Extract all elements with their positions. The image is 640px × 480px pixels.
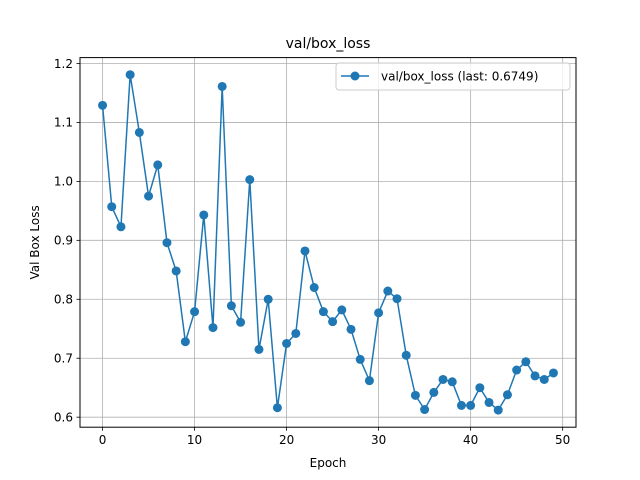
y-tick-label: 0.9 [54, 234, 73, 248]
data-point [364, 376, 374, 386]
data-point [208, 323, 218, 333]
data-point [254, 344, 264, 354]
series-layer [98, 70, 558, 415]
y-tick-label: 1.2 [54, 57, 73, 71]
x-tick-label: 40 [463, 433, 478, 447]
data-point [226, 301, 236, 311]
data-point [263, 294, 273, 304]
y-tick-label: 0.8 [54, 293, 73, 307]
x-tick-label: 0 [99, 433, 107, 447]
data-point [98, 100, 108, 110]
data-point [456, 400, 466, 410]
data-point [383, 286, 393, 296]
data-point [374, 308, 384, 318]
data-point [502, 390, 512, 400]
data-point [493, 405, 503, 415]
data-point [512, 365, 522, 375]
data-point [153, 160, 163, 170]
data-point [447, 377, 457, 387]
data-point [116, 222, 126, 232]
data-point [466, 400, 476, 410]
data-point [107, 202, 117, 212]
data-point [300, 246, 310, 256]
y-tick-label: 0.6 [54, 410, 73, 424]
data-point [401, 350, 411, 360]
data-point [318, 307, 328, 317]
data-point [144, 191, 154, 201]
data-point [521, 357, 531, 367]
data-point [410, 390, 420, 400]
data-point [190, 307, 200, 317]
legend-marker [350, 71, 360, 81]
data-point [429, 387, 439, 397]
data-point [199, 210, 209, 220]
data-point [282, 338, 292, 348]
y-tick-label: 1.0 [54, 175, 73, 189]
data-point [438, 374, 448, 384]
plot-frame [79, 57, 577, 428]
data-point [236, 317, 246, 327]
data-point [245, 175, 255, 185]
x-tick-label: 50 [555, 433, 570, 447]
data-point [217, 81, 227, 91]
legend-label: val/box_loss (last: 0.6749) [381, 70, 538, 84]
grid [80, 57, 576, 428]
y-axis-label: Val Box Loss [28, 205, 42, 279]
legend: val/box_loss (last: 0.6749) [335, 62, 571, 91]
data-point [180, 337, 190, 347]
x-tick-label: 10 [187, 433, 202, 447]
data-point [291, 328, 301, 338]
data-point [355, 354, 365, 364]
data-point [125, 70, 135, 80]
chart-title: val/box_loss [286, 36, 371, 52]
data-point [162, 238, 172, 248]
x-tick-label: 30 [371, 433, 386, 447]
data-point [346, 324, 356, 334]
data-point [309, 282, 319, 292]
data-point [337, 305, 347, 315]
y-tick-label: 1.1 [54, 116, 73, 130]
x-tick-label: 20 [279, 433, 294, 447]
data-point [328, 317, 338, 327]
data-point [272, 403, 282, 413]
legend-box [335, 62, 571, 91]
data-point [171, 266, 181, 276]
x-axis-label: Epoch [310, 456, 347, 470]
data-point [530, 371, 540, 381]
data-point [420, 405, 430, 415]
data-point [475, 383, 485, 393]
data-point [392, 294, 402, 304]
data-point [539, 374, 549, 384]
y-tick-label: 0.7 [54, 352, 73, 366]
data-point [134, 127, 144, 137]
ticks: 0 10 20 30 40 50 0.6 0.7 0.8 0.9 1.0 1.1 1.2 [54, 57, 570, 447]
data-point [484, 397, 494, 407]
data-point [548, 368, 558, 378]
